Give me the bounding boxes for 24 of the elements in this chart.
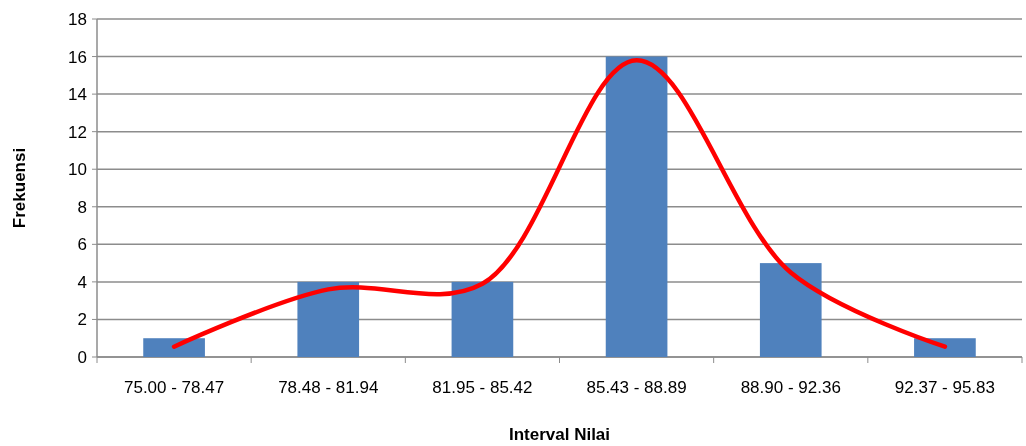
bar: [759, 263, 822, 357]
x-tick-label: 85.43 - 88.89: [586, 378, 687, 397]
x-tick-label: 88.90 - 92.36: [740, 378, 841, 397]
x-tick-label: 92.37 - 95.83: [894, 378, 996, 397]
y-tick-label: 18: [68, 9, 87, 29]
y-tick-label: 8: [77, 197, 87, 217]
y-tick-label: 12: [68, 122, 87, 142]
y-tick-label: 0: [77, 347, 87, 367]
line-series: [171, 58, 948, 349]
y-axis-title: Frekuensi: [10, 147, 29, 229]
bar: [451, 281, 514, 357]
bar: [605, 56, 668, 357]
y-tick-label: 10: [68, 160, 87, 180]
bar: [143, 338, 205, 357]
y-tick-label: 6: [77, 235, 87, 255]
x-tick-label: 81.95 - 85.42: [432, 378, 533, 397]
x-tick-label: 75.00 - 78.47: [123, 378, 225, 397]
bar: [297, 281, 360, 357]
y-tick-label: 14: [68, 85, 87, 105]
x-axis-title: Interval Nilai: [508, 425, 611, 444]
y-tick-label: 2: [77, 310, 87, 330]
y-tick-label: 4: [77, 272, 87, 292]
y-tick-label: 16: [68, 47, 87, 67]
x-tick-label: 78.48 - 81.94: [278, 378, 379, 397]
